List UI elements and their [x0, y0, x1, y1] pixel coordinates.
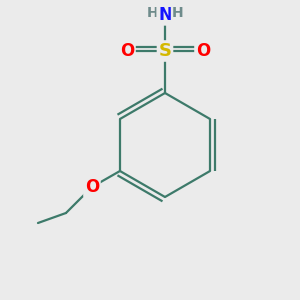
Text: O: O [196, 42, 210, 60]
Text: H: H [172, 6, 184, 20]
Text: N: N [158, 6, 172, 24]
Text: S: S [158, 42, 172, 60]
Text: H: H [147, 6, 159, 20]
Text: O: O [85, 178, 99, 196]
Text: O: O [120, 42, 134, 60]
